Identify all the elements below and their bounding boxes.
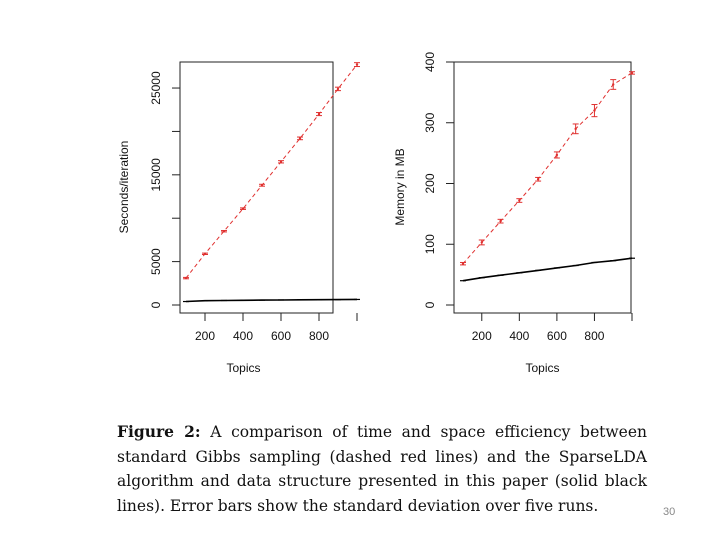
y-tick-label: 100 (423, 234, 437, 254)
x-tick-label: 600 (547, 329, 567, 343)
sparselda-line (185, 298, 358, 303)
data-point (336, 87, 340, 91)
x-tick-label: 200 (195, 329, 215, 343)
y-tick-label: 0 (149, 301, 163, 308)
x-axis-title: Topics (226, 361, 260, 375)
data-point (203, 252, 207, 255)
caption-label: Figure 2: (117, 422, 201, 441)
x-axis-title: Topics (525, 361, 559, 375)
y-tick-label: 25000 (149, 71, 163, 105)
y-tick-label: 15000 (149, 158, 163, 192)
data-point (499, 219, 502, 223)
data-point (593, 109, 596, 112)
data-point (317, 112, 321, 116)
x-tick-label: 800 (584, 329, 604, 343)
page-number: 30 (663, 506, 676, 518)
data-point (260, 184, 264, 187)
data-point (536, 178, 540, 181)
gibbs-sampling-line (185, 64, 358, 279)
x-tick-label: 400 (509, 329, 529, 343)
data-point (355, 63, 359, 66)
data-point (222, 230, 226, 233)
y-axis-title: Seconds/iteration (117, 141, 131, 234)
data-point (461, 262, 465, 265)
data-point (279, 160, 283, 164)
sparselda-line (462, 257, 633, 282)
memory-plot: 0 100 200 300 400 200 400 600 800 Topics Memory in… (393, 52, 635, 375)
plot-frame (179, 61, 334, 314)
y-tick-label: 300 (423, 112, 437, 132)
y-tick-label: 400 (423, 52, 437, 72)
data-point (555, 153, 559, 157)
y-tick-label: 5000 (149, 248, 163, 275)
data-point (518, 199, 521, 202)
plot-frame (453, 61, 632, 314)
data-point (184, 276, 188, 280)
data-point (298, 137, 302, 140)
gibbs-sampling-line (462, 72, 633, 265)
x-tick-label: 400 (233, 329, 253, 343)
data-point (630, 71, 634, 75)
y-axis-title: Memory in MB (393, 148, 407, 225)
data-point (241, 207, 245, 210)
seconds-per-iteration-plot: 0 5000 15000 25000 200 400 600 800 Topics Seconds… (117, 61, 360, 375)
data-point (480, 241, 483, 244)
x-tick-label: 600 (271, 329, 291, 343)
y-tick-label: 200 (423, 173, 437, 193)
x-tick-label: 800 (309, 329, 329, 343)
x-tick-label: 200 (472, 329, 492, 343)
data-point (612, 83, 615, 86)
caption-text: A comparison of time and space efficienc… (117, 423, 647, 515)
figure-caption: Figure 2: A comparison of time and space… (117, 420, 647, 518)
figure-panels: 0 5000 15000 25000 200 400 600 800 Topics Seconds… (117, 52, 635, 375)
y-tick-label: 0 (423, 301, 437, 308)
data-point (574, 127, 577, 131)
